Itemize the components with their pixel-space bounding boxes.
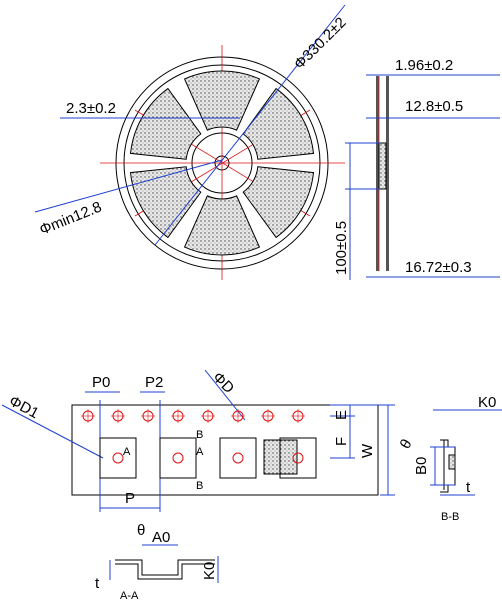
reel-window bbox=[243, 89, 313, 160]
pocket-hole bbox=[233, 453, 243, 463]
dimension-label: θ bbox=[137, 522, 145, 539]
dimension-label: K0 bbox=[201, 562, 218, 580]
pocket bbox=[160, 438, 196, 478]
dimension-label: P0 bbox=[92, 374, 110, 391]
section-marker: A bbox=[123, 446, 131, 458]
dimension-label: 16.72±0.3 bbox=[405, 259, 472, 276]
reel-window bbox=[131, 167, 201, 238]
dimension-label: 2.3±0.2 bbox=[66, 100, 116, 117]
section-caption: A-A bbox=[120, 590, 139, 602]
dimension-label: Φmin12.8 bbox=[37, 198, 104, 238]
section-caption: B-B bbox=[441, 511, 459, 523]
dimension-label: ΦD bbox=[209, 369, 237, 397]
dimension-label: 1.96±0.2 bbox=[395, 57, 453, 74]
dimension-label: t bbox=[95, 575, 100, 592]
dimension-label: F bbox=[333, 437, 350, 446]
pocket-hole bbox=[113, 453, 123, 463]
dimension-label: B0 bbox=[413, 457, 430, 475]
dimension-label: K0 bbox=[478, 394, 496, 411]
section-marker: A bbox=[196, 446, 204, 458]
drawing: Φ330.2±2 2.3±0.2 Φmin12.8 1.96±0.2 12.8±… bbox=[0, 0, 502, 605]
dimension-label: θ bbox=[397, 436, 416, 452]
reel-window bbox=[243, 167, 313, 238]
dimension-label: ΦD1 bbox=[6, 393, 41, 423]
reel-front bbox=[100, 45, 345, 280]
dimension-label: Φ330.2±2 bbox=[291, 14, 350, 73]
section-marker: B bbox=[196, 429, 203, 441]
dimension-label: 100±0.5 bbox=[333, 221, 350, 275]
dimension-label: A0 bbox=[152, 529, 170, 546]
dimension-label: 12.8±0.5 bbox=[405, 98, 463, 115]
dimension-label: W bbox=[359, 443, 376, 458]
dimension-label: P2 bbox=[145, 374, 163, 391]
reel-window bbox=[185, 196, 260, 255]
pocket bbox=[100, 438, 136, 478]
dimension-label: P bbox=[125, 490, 135, 507]
dimension-label: E bbox=[333, 410, 350, 420]
section-marker: B bbox=[196, 480, 203, 492]
pocket bbox=[220, 438, 256, 478]
reel-window bbox=[131, 89, 201, 160]
pocket-hole bbox=[173, 453, 183, 463]
dimension-label: t bbox=[466, 479, 471, 496]
reel-window bbox=[185, 71, 260, 130]
